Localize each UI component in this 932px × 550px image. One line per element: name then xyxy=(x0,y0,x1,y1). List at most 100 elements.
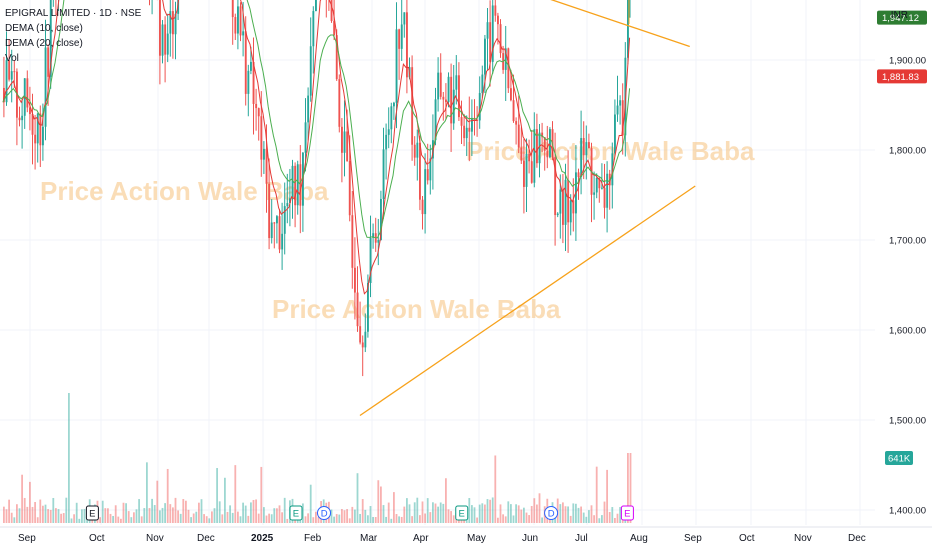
volume-bar xyxy=(101,500,104,523)
candle-body xyxy=(406,12,408,78)
indicator-volume[interactable]: Vol xyxy=(5,53,19,64)
volume-bar xyxy=(424,513,426,523)
volume-bar xyxy=(528,515,530,523)
candle-body xyxy=(31,114,34,135)
volume-bar xyxy=(31,506,34,523)
volume-bar xyxy=(354,509,356,523)
volume-bar xyxy=(520,509,523,523)
volume-bar xyxy=(304,516,307,523)
event-marker-1[interactable]: E xyxy=(293,509,299,520)
volume-bar xyxy=(564,506,567,523)
event-marker-0[interactable]: E xyxy=(89,509,95,520)
y-tick-label: 1,800.00 xyxy=(889,146,926,157)
candle-body xyxy=(525,153,528,187)
trendline-upper xyxy=(550,0,690,48)
volume-bar xyxy=(195,511,198,523)
volume-bar xyxy=(242,502,244,523)
candle-body xyxy=(21,115,24,121)
symbol-title[interactable]: EPIGRAL LIMITED · 1D · NSE xyxy=(5,8,142,19)
volume-bar xyxy=(567,506,569,523)
dema-10-line xyxy=(2,0,631,295)
candle-body xyxy=(455,75,458,90)
candle-body xyxy=(445,99,447,103)
volume-bar xyxy=(395,514,398,523)
price-tag-bg-6 xyxy=(877,69,927,84)
candle-body xyxy=(44,47,47,127)
volume-bar xyxy=(268,513,270,523)
volume-bar xyxy=(572,503,575,523)
volume-bar xyxy=(317,516,320,523)
candle-body xyxy=(159,0,161,56)
candle-body xyxy=(359,326,362,343)
trendline-lower xyxy=(359,185,696,417)
volume-bar xyxy=(5,509,8,523)
x-tick-label: Apr xyxy=(413,533,429,544)
candle-body xyxy=(567,179,570,223)
event-marker-4[interactable]: D xyxy=(548,509,555,520)
candle-body xyxy=(278,216,281,250)
volume-bar xyxy=(224,477,226,523)
candle-body xyxy=(598,177,601,189)
volume-bar xyxy=(190,517,192,523)
volume-bar xyxy=(39,499,42,523)
volume-bar xyxy=(439,502,442,523)
candle-body xyxy=(367,282,369,332)
volume-bar xyxy=(382,505,385,523)
volume-bar xyxy=(478,504,481,523)
volume-bar xyxy=(536,504,538,523)
volume-bar xyxy=(213,508,216,523)
candle-body xyxy=(252,61,255,104)
indicator-dema-10[interactable]: DEMA (10, close) xyxy=(5,23,83,34)
volume-bar xyxy=(445,478,447,523)
volume-bar xyxy=(44,504,47,523)
y-tick-label: 1,500.00 xyxy=(889,416,926,427)
volume-bar xyxy=(476,517,478,523)
candle-body xyxy=(42,126,44,146)
volume-bar xyxy=(601,515,603,523)
candle-body xyxy=(39,113,42,146)
candle-body xyxy=(346,131,349,162)
candle-body xyxy=(166,33,169,55)
indicator-dema-20[interactable]: DEMA (20, close) xyxy=(5,38,83,49)
volume-bar xyxy=(554,516,556,523)
volume-bar xyxy=(70,518,73,523)
candle-body xyxy=(283,206,286,234)
candle-body xyxy=(257,108,260,117)
candle-body xyxy=(8,60,11,80)
volume-bar xyxy=(114,505,117,523)
volume-bar xyxy=(138,499,140,523)
candle-body xyxy=(437,72,440,100)
x-tick-label: Sep xyxy=(18,533,36,544)
event-marker-3[interactable]: E xyxy=(458,509,464,520)
volume-bar xyxy=(247,515,250,523)
volume-bar xyxy=(512,515,515,523)
candle-body xyxy=(304,122,307,153)
volume-bar xyxy=(361,499,364,523)
candle-body xyxy=(250,61,252,71)
candle-body xyxy=(528,153,531,162)
volume-bar xyxy=(218,501,221,523)
candle-body xyxy=(260,116,263,160)
event-marker-5[interactable]: E xyxy=(624,509,630,520)
candle-body xyxy=(403,12,406,25)
candle-body xyxy=(338,79,341,127)
volume-bar xyxy=(387,502,390,523)
candle-body xyxy=(476,119,479,121)
volume-bar xyxy=(593,515,595,523)
volume-bar xyxy=(146,462,148,523)
volume-bar xyxy=(109,513,112,523)
candle-body xyxy=(390,106,393,130)
candle-body xyxy=(231,0,234,18)
event-marker-2[interactable]: D xyxy=(321,509,328,520)
candle-body xyxy=(460,117,463,126)
candle-body xyxy=(164,24,167,55)
candle-body xyxy=(606,173,609,208)
volume-bar xyxy=(260,466,263,523)
volume-bar xyxy=(57,509,60,523)
volume-bar xyxy=(164,503,166,523)
candle-body xyxy=(335,35,338,80)
candle-body xyxy=(450,76,453,124)
volume-bar xyxy=(13,517,16,523)
candle-body xyxy=(36,113,39,144)
